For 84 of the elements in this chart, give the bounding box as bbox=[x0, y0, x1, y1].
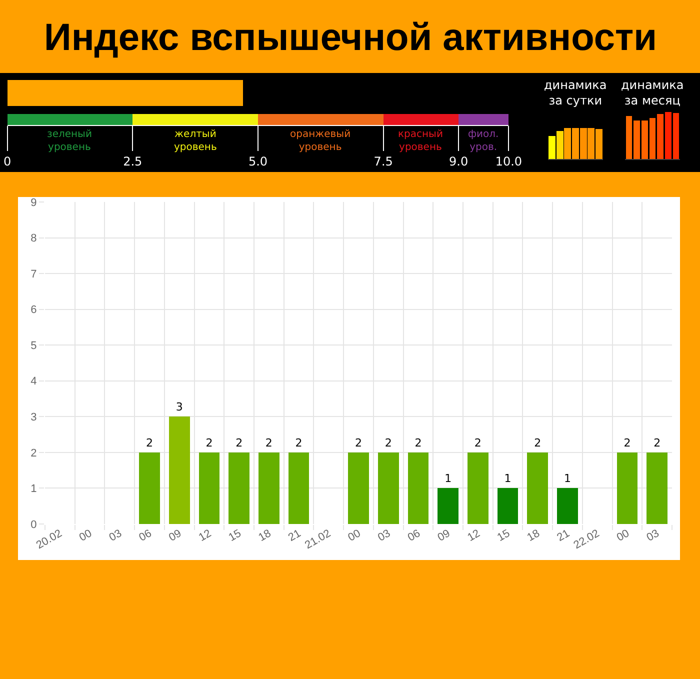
data-label: 2 bbox=[654, 436, 661, 450]
y-tick-label: 1 bbox=[30, 483, 37, 496]
bar bbox=[288, 452, 310, 524]
bar bbox=[556, 131, 564, 159]
bar bbox=[527, 452, 548, 524]
bar bbox=[467, 452, 488, 524]
data-label: 1 bbox=[564, 472, 571, 486]
x-tick-label: 7.5 bbox=[374, 154, 393, 168]
x-tick-label: 06 bbox=[137, 527, 154, 544]
x-tick-label: 18 bbox=[525, 527, 542, 544]
x-tick-label: 0 bbox=[3, 154, 12, 168]
x-tick-label: 12 bbox=[466, 527, 482, 544]
x-tick-label: 10.0 bbox=[495, 154, 522, 168]
x-tick-label: 00 bbox=[77, 527, 94, 544]
y-tick-label: 0 bbox=[30, 518, 37, 531]
x-tick-label: 03 bbox=[376, 527, 393, 544]
x-tick-label: 03 bbox=[107, 527, 124, 544]
x-tick-label: 09 bbox=[436, 527, 452, 544]
bar bbox=[198, 452, 220, 524]
bar bbox=[7, 114, 133, 125]
bar bbox=[438, 488, 459, 524]
series-label: желтый уровень bbox=[174, 129, 217, 153]
data-label: 2 bbox=[534, 436, 542, 450]
y-tick-label: 3 bbox=[30, 412, 37, 424]
x-tick-label: 21 bbox=[555, 527, 572, 544]
y-tick-label: 2 bbox=[30, 447, 37, 460]
x-tick-label: 18 bbox=[256, 527, 274, 544]
x-tick-label: 5.0 bbox=[248, 154, 268, 168]
bar bbox=[378, 452, 399, 524]
bar bbox=[168, 416, 190, 524]
bar bbox=[557, 488, 578, 524]
data-label: 2 bbox=[414, 436, 422, 450]
y-tick-label: 5 bbox=[30, 340, 37, 352]
x-tick-label: 00 bbox=[614, 527, 632, 544]
data-label: 1 bbox=[504, 472, 512, 486]
data-label: 1 bbox=[444, 472, 452, 486]
bar bbox=[408, 452, 429, 524]
x-tick-label: 9.0 bbox=[449, 154, 468, 168]
bar bbox=[665, 112, 672, 159]
series-label: оранжевый уровень bbox=[290, 129, 351, 153]
bar bbox=[548, 136, 556, 159]
data-label: 3 bbox=[176, 400, 183, 414]
data-label: 2 bbox=[265, 436, 272, 450]
data-label: 2 bbox=[474, 436, 482, 450]
y-tick-label: 6 bbox=[30, 304, 37, 316]
bar bbox=[258, 452, 280, 524]
data-label: 2 bbox=[206, 436, 213, 450]
y-tick-label: 4 bbox=[30, 376, 37, 388]
x-tick-label: 12 bbox=[196, 527, 214, 544]
bar bbox=[616, 452, 638, 524]
series-label: фиол. уров. bbox=[468, 129, 499, 153]
x-tick-label: 2.5 bbox=[123, 154, 142, 168]
x-tick-label: 09 bbox=[167, 527, 184, 544]
bar bbox=[458, 114, 509, 125]
bar bbox=[497, 488, 518, 524]
x-tick-label: 00 bbox=[346, 527, 363, 544]
y-tick-label: 9 bbox=[30, 196, 37, 209]
text: Индекс вспышечной активности bbox=[44, 17, 657, 59]
bar bbox=[139, 452, 160, 524]
bar bbox=[657, 114, 664, 159]
x-tick-label: 21 bbox=[286, 527, 304, 544]
data-label: 2 bbox=[355, 436, 362, 450]
bar bbox=[672, 112, 680, 159]
x-tick-label: 03 bbox=[644, 527, 662, 544]
x-tick-label: 06 bbox=[406, 527, 422, 544]
bar bbox=[646, 452, 668, 524]
bar bbox=[228, 452, 250, 524]
y-tick-label: 8 bbox=[30, 232, 37, 245]
data-label: 2 bbox=[146, 436, 153, 450]
chart-title: динамика за месяц bbox=[621, 78, 684, 108]
bar bbox=[132, 114, 258, 125]
bar bbox=[383, 114, 459, 125]
series-label: зеленый уровень bbox=[47, 129, 92, 153]
x-tick-label: 15 bbox=[495, 527, 512, 544]
chart-title: динамика за сутки bbox=[544, 78, 607, 108]
data-label: 2 bbox=[624, 436, 631, 450]
data-label: 2 bbox=[236, 436, 243, 450]
y-tick-label: 7 bbox=[30, 268, 37, 280]
bar bbox=[348, 452, 369, 524]
data-label: 2 bbox=[384, 436, 392, 450]
series-label: красный уровень bbox=[398, 129, 443, 153]
x-tick-label: 15 bbox=[226, 527, 244, 544]
bar bbox=[258, 114, 384, 125]
data-label: 2 bbox=[295, 436, 302, 450]
